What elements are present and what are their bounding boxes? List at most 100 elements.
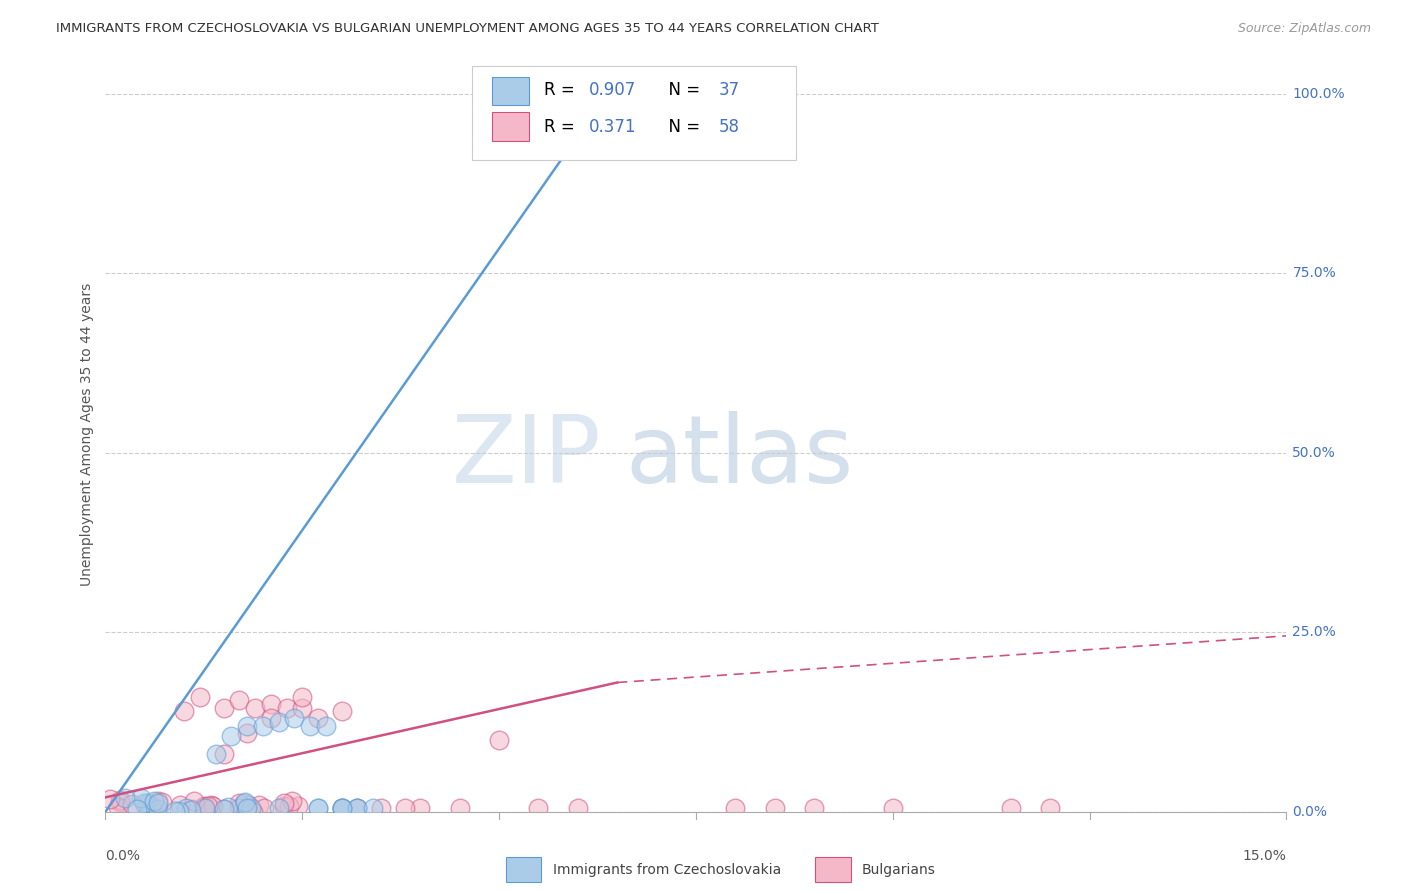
Text: 25.0%: 25.0% xyxy=(1292,625,1336,640)
Point xyxy=(204,747,226,762)
Point xyxy=(221,730,243,744)
Point xyxy=(125,802,148,816)
Text: N =: N = xyxy=(658,81,706,99)
Text: N =: N = xyxy=(658,118,706,136)
Point xyxy=(763,801,786,815)
Point xyxy=(188,690,211,704)
Point xyxy=(197,798,219,813)
Point xyxy=(146,802,169,816)
Point xyxy=(148,794,170,808)
Point xyxy=(330,801,353,815)
Point xyxy=(180,802,202,816)
Point xyxy=(108,793,131,807)
Point xyxy=(143,793,166,807)
Point xyxy=(291,700,314,714)
Point xyxy=(236,797,259,812)
Point xyxy=(394,801,416,815)
Point xyxy=(253,801,276,815)
Point xyxy=(882,801,904,815)
Point xyxy=(236,801,259,815)
Point xyxy=(370,801,392,815)
Point xyxy=(260,697,283,711)
Point xyxy=(287,799,309,814)
Point xyxy=(488,733,510,747)
Point xyxy=(724,801,747,815)
Point xyxy=(273,799,295,814)
Text: IMMIGRANTS FROM CZECHOSLOVAKIA VS BULGARIAN UNEMPLOYMENT AMONG AGES 35 TO 44 YEA: IMMIGRANTS FROM CZECHOSLOVAKIA VS BULGAR… xyxy=(56,22,879,36)
Point xyxy=(1000,801,1022,815)
Point xyxy=(217,800,239,814)
Point xyxy=(236,725,259,739)
Text: 50.0%: 50.0% xyxy=(1292,446,1336,459)
Point xyxy=(239,801,262,815)
Point xyxy=(527,801,550,815)
Y-axis label: Unemployment Among Ages 35 to 44 years: Unemployment Among Ages 35 to 44 years xyxy=(80,284,94,586)
FancyBboxPatch shape xyxy=(471,65,796,160)
Point xyxy=(361,801,384,815)
Point xyxy=(212,700,235,714)
Point xyxy=(107,799,129,814)
Text: atlas: atlas xyxy=(626,411,853,503)
Point xyxy=(135,796,157,810)
Point xyxy=(330,704,353,718)
FancyBboxPatch shape xyxy=(492,112,530,141)
Point xyxy=(242,805,264,819)
Point xyxy=(169,798,191,813)
Point xyxy=(803,801,825,815)
Point xyxy=(1039,801,1062,815)
Text: Immigrants from Czechoslovakia: Immigrants from Czechoslovakia xyxy=(553,863,780,877)
Text: 58: 58 xyxy=(718,118,740,136)
Point xyxy=(281,794,304,808)
Point xyxy=(307,711,329,725)
FancyBboxPatch shape xyxy=(492,77,530,105)
Point xyxy=(180,803,202,817)
Point xyxy=(193,800,215,814)
Point xyxy=(194,801,217,815)
Point xyxy=(136,798,159,813)
Point xyxy=(315,718,337,732)
Text: R =: R = xyxy=(544,118,579,136)
Point xyxy=(330,801,353,815)
Point xyxy=(247,797,270,812)
Text: 100.0%: 100.0% xyxy=(1292,87,1346,101)
Text: Source: ZipAtlas.com: Source: ZipAtlas.com xyxy=(1237,22,1371,36)
Point xyxy=(114,791,136,805)
Point xyxy=(243,700,266,714)
Point xyxy=(267,714,290,729)
Point xyxy=(212,747,235,762)
Point xyxy=(346,801,368,815)
Point xyxy=(267,801,290,815)
Point xyxy=(291,690,314,704)
Text: ZIP: ZIP xyxy=(451,411,602,503)
Text: R =: R = xyxy=(544,81,579,99)
Point xyxy=(228,693,250,707)
Point xyxy=(307,801,329,815)
Point xyxy=(139,798,162,813)
Point xyxy=(228,797,250,811)
Point xyxy=(232,797,254,811)
Text: 75.0%: 75.0% xyxy=(1292,267,1336,280)
Point xyxy=(98,791,121,805)
Point xyxy=(131,790,153,805)
Point xyxy=(299,718,322,732)
Point xyxy=(276,700,298,714)
Point xyxy=(252,718,274,732)
Point xyxy=(134,796,156,810)
Point xyxy=(193,799,215,814)
Point xyxy=(202,798,225,813)
Point xyxy=(169,805,191,819)
Point xyxy=(110,795,132,809)
Point xyxy=(277,798,299,813)
Point xyxy=(260,711,283,725)
Point xyxy=(173,704,195,718)
Text: 0.0%: 0.0% xyxy=(105,849,141,863)
Point xyxy=(176,800,198,814)
Point xyxy=(409,801,432,815)
Point xyxy=(330,801,353,815)
Text: 0.0%: 0.0% xyxy=(1292,805,1327,819)
Point xyxy=(228,801,250,815)
Text: 37: 37 xyxy=(718,81,740,99)
Point xyxy=(283,711,305,725)
Text: 0.907: 0.907 xyxy=(589,81,636,99)
Point xyxy=(307,801,329,815)
